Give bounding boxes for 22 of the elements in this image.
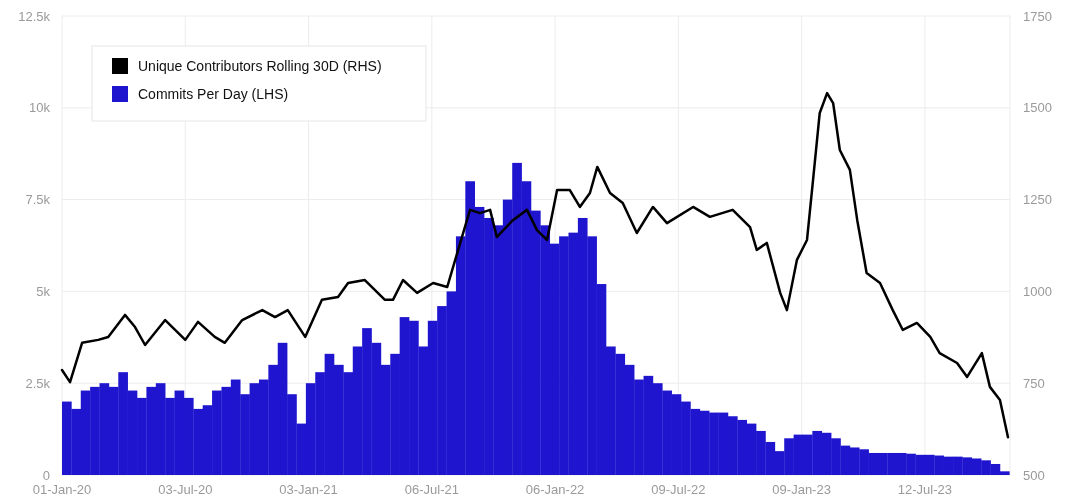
x-tick-label: 06-Jul-21 xyxy=(404,482,459,497)
y2-tick-label: 1250 xyxy=(1023,192,1052,208)
legend-label: Unique Contributors Rolling 30D (RHS) xyxy=(138,57,382,74)
x-tick-label: 03-Jul-20 xyxy=(158,482,213,497)
y-tick-label: 5k xyxy=(36,283,51,299)
y-tick-label: 2.5k xyxy=(25,375,51,391)
x-tick-label: 03-Jan-21 xyxy=(279,482,338,497)
y2-tick-label: 500 xyxy=(1023,467,1045,483)
x-tick-label: 06-Jan-22 xyxy=(525,482,585,497)
y2-tick-label: 750 xyxy=(1023,375,1045,391)
x-tick-label: 09-Jan-23 xyxy=(772,482,831,497)
y2-tick-label: 1500 xyxy=(1023,100,1052,116)
x-tick-label: 09-Jul-22 xyxy=(651,482,706,497)
y-tick-label: 12.5k xyxy=(18,8,51,24)
x-tick-label: 01-Jan-20 xyxy=(32,482,92,497)
y-tick-label: 0 xyxy=(42,467,50,483)
y2-tick-label: 1750 xyxy=(1023,8,1052,24)
x-tick-label: 12-Jul-23 xyxy=(897,482,953,497)
legend-label: Commits Per Day (LHS) xyxy=(138,85,289,102)
y2-tick-label: 1000 xyxy=(1023,283,1052,299)
y-tick-label: 7.5k xyxy=(25,192,51,208)
y-tick-label: 10k xyxy=(29,100,51,116)
